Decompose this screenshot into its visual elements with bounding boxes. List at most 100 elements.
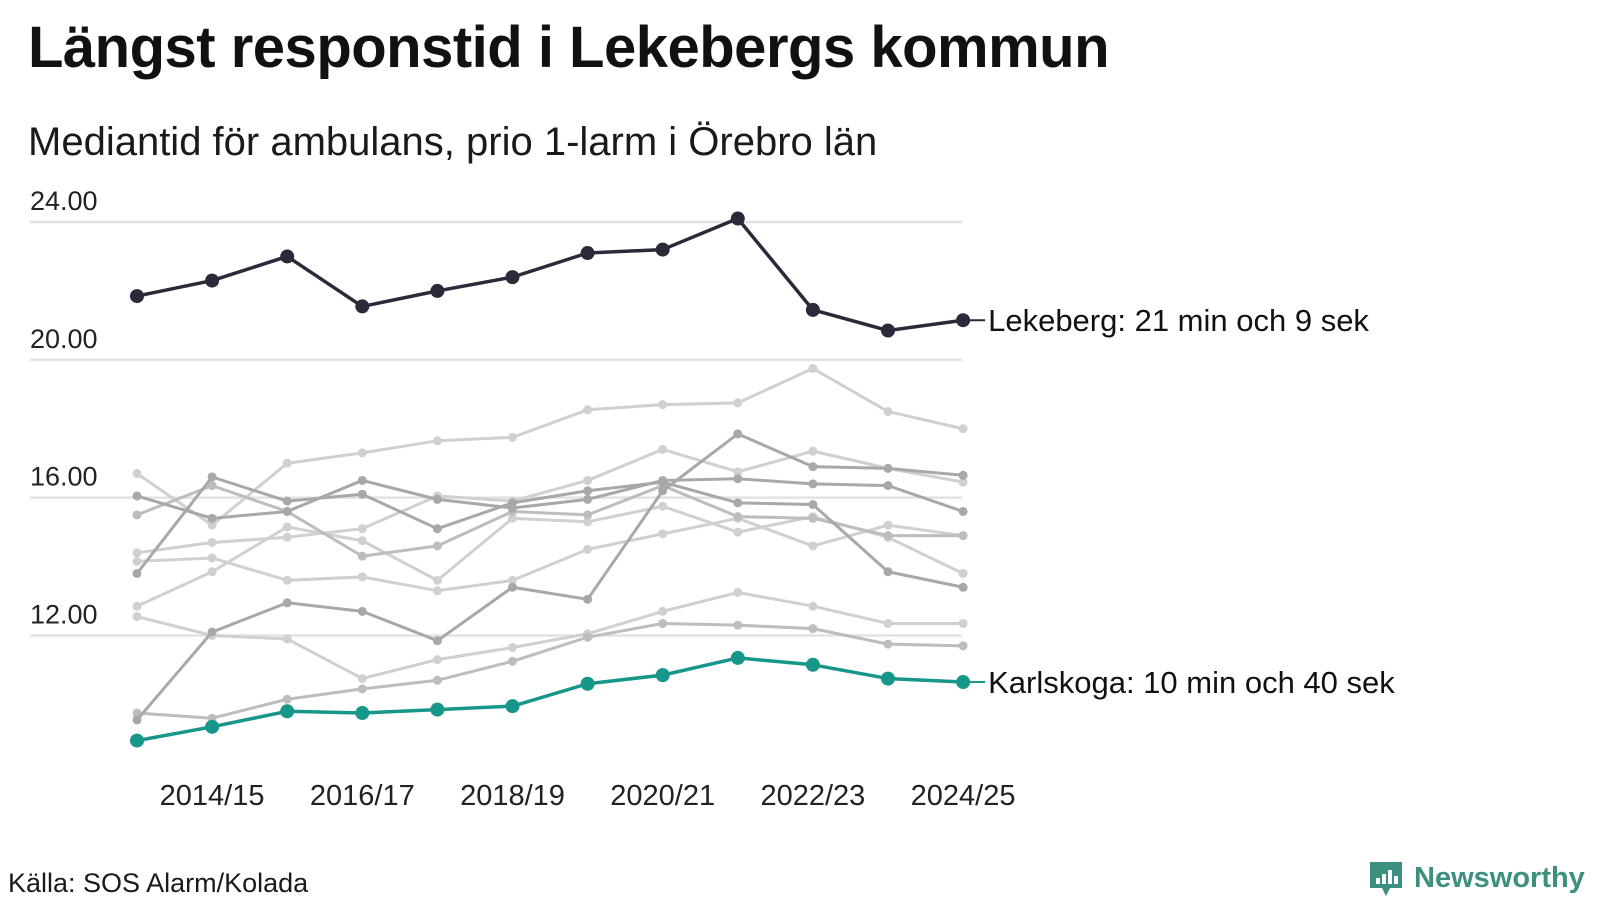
y-tick-label: 12.00 xyxy=(30,600,98,630)
data-point xyxy=(205,719,220,734)
data-point xyxy=(432,575,442,585)
data-point xyxy=(808,513,818,523)
end-label-karlskoga: Karlskoga: 10 min och 40 sek xyxy=(988,665,1395,700)
data-point xyxy=(280,249,295,264)
data-point xyxy=(357,684,367,694)
data-point xyxy=(132,568,142,578)
data-point xyxy=(430,283,445,298)
data-point xyxy=(282,575,292,585)
data-point xyxy=(432,636,442,646)
data-point xyxy=(808,541,818,551)
data-point xyxy=(658,529,668,539)
data-point xyxy=(658,501,668,511)
data-point xyxy=(282,694,292,704)
data-point xyxy=(883,520,893,530)
series-line xyxy=(136,216,964,333)
series-karlskoga xyxy=(130,650,971,748)
data-point xyxy=(958,477,968,487)
series-line xyxy=(136,484,964,558)
data-point xyxy=(130,733,144,748)
data-point xyxy=(958,641,968,651)
data-point xyxy=(733,587,743,597)
context-series-8 xyxy=(132,429,968,725)
data-point xyxy=(580,676,595,691)
data-point xyxy=(883,481,893,491)
data-point xyxy=(658,486,668,496)
data-point xyxy=(132,556,142,566)
data-point xyxy=(207,537,217,547)
data-point xyxy=(505,270,520,285)
data-point xyxy=(958,424,968,434)
data-point xyxy=(132,612,142,622)
data-point xyxy=(733,467,743,477)
data-point xyxy=(132,469,142,479)
data-point xyxy=(282,496,292,506)
data-point xyxy=(583,475,593,485)
x-tick-label: 2022/23 xyxy=(760,780,865,812)
data-point xyxy=(432,586,442,596)
data-point xyxy=(808,500,818,510)
data-point xyxy=(282,532,292,542)
data-point xyxy=(958,506,968,516)
data-point xyxy=(658,444,668,454)
data-point xyxy=(357,551,367,561)
data-point xyxy=(730,650,745,665)
data-point xyxy=(357,606,367,616)
data-point xyxy=(207,553,217,563)
data-point xyxy=(658,606,668,616)
context-series-10 xyxy=(132,472,968,592)
data-point xyxy=(883,567,893,577)
brand-name: Newsworthy xyxy=(1414,861,1585,894)
data-point xyxy=(655,668,670,683)
data-point xyxy=(207,472,217,482)
data-point xyxy=(132,510,142,520)
data-point xyxy=(432,541,442,551)
data-point xyxy=(357,674,367,684)
data-point xyxy=(282,522,292,532)
data-point xyxy=(808,624,818,634)
data-point xyxy=(958,618,968,628)
data-point xyxy=(733,429,743,439)
series-line xyxy=(136,621,964,720)
data-point xyxy=(508,643,517,653)
data-point xyxy=(207,513,217,523)
data-point xyxy=(432,524,442,534)
data-point xyxy=(733,527,743,537)
data-point xyxy=(658,477,668,487)
data-point xyxy=(505,699,520,714)
source-note: Källa: SOS Alarm/Kolada xyxy=(8,868,309,898)
data-point xyxy=(282,598,292,608)
newsworthy-logo-icon xyxy=(1370,862,1402,896)
data-point xyxy=(357,572,367,582)
series-line xyxy=(136,656,964,743)
data-point xyxy=(583,517,593,527)
data-point xyxy=(207,627,217,637)
x-tick-label: 2018/19 xyxy=(460,780,565,812)
data-point xyxy=(733,474,743,484)
data-point xyxy=(733,620,743,630)
series-line xyxy=(136,366,964,527)
data-point xyxy=(130,289,144,304)
data-point xyxy=(508,656,517,666)
series-line xyxy=(136,590,964,681)
data-point xyxy=(733,398,743,408)
series-line xyxy=(136,477,964,520)
data-point xyxy=(658,400,668,410)
y-tick-label: 24.00 xyxy=(30,186,98,216)
data-point xyxy=(883,463,893,473)
data-point xyxy=(583,405,593,415)
data-point xyxy=(357,489,367,499)
data-point xyxy=(132,548,142,558)
data-point xyxy=(958,470,968,480)
data-point xyxy=(282,506,292,516)
data-point xyxy=(883,618,893,628)
data-point xyxy=(805,302,820,317)
data-point xyxy=(132,715,142,725)
data-point xyxy=(655,242,670,257)
data-point xyxy=(430,702,445,717)
data-point xyxy=(583,594,593,604)
chart-title: Längst responstid i Lekebergs kommun xyxy=(28,15,1110,80)
brand-logo[interactable]: Newsworthy xyxy=(1368,858,1585,898)
end-label-lekeberg: Lekeberg: 21 min och 9 sek xyxy=(988,303,1369,338)
data-point xyxy=(583,486,593,496)
